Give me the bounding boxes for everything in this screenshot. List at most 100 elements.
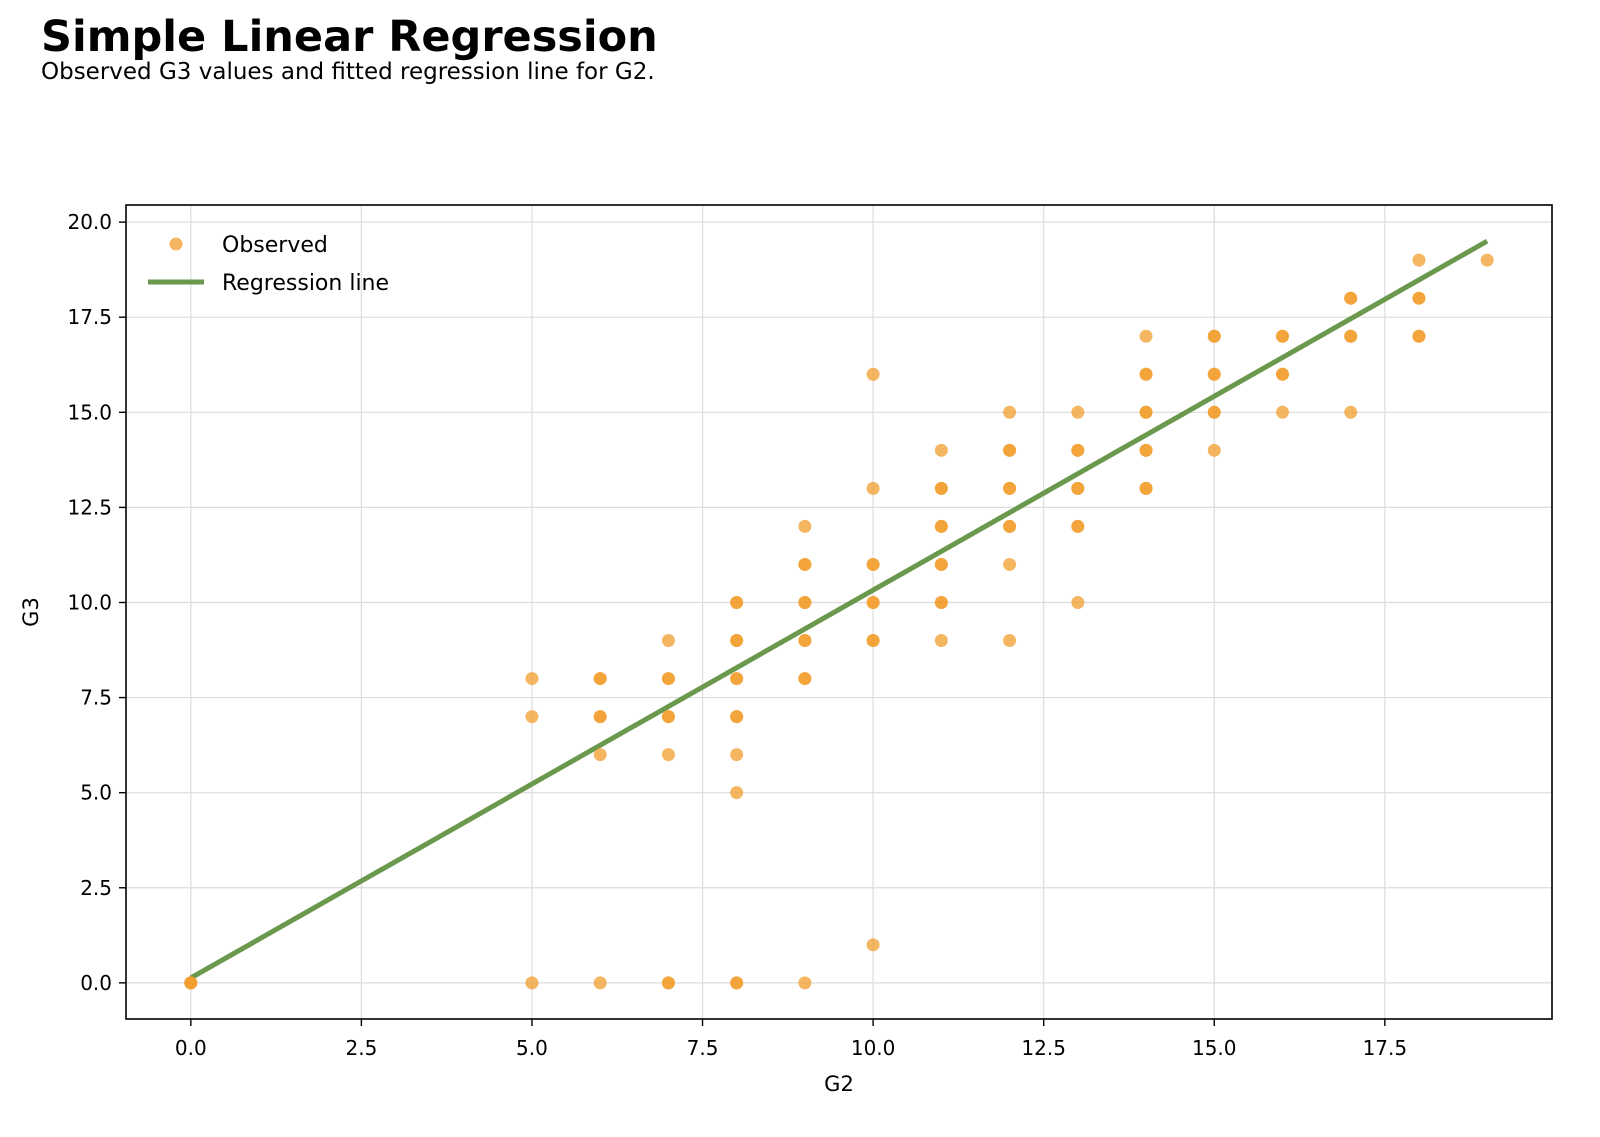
data-point	[798, 519, 812, 533]
data-point	[1412, 329, 1426, 343]
y-tick-label: 7.5	[80, 686, 112, 710]
data-point	[1003, 519, 1017, 533]
data-point	[525, 710, 539, 724]
data-point	[934, 595, 948, 609]
data-point	[866, 595, 880, 609]
data-point	[1003, 405, 1017, 419]
data-point	[184, 976, 198, 990]
data-point	[866, 938, 880, 952]
data-point	[866, 557, 880, 571]
data-point	[866, 367, 880, 381]
chart-title: Simple Linear Regression	[41, 12, 658, 62]
data-point	[1139, 405, 1153, 419]
data-point	[1412, 291, 1426, 305]
data-point	[1207, 329, 1221, 343]
grid-lines	[126, 205, 1552, 1019]
data-point	[1344, 291, 1358, 305]
data-point	[1071, 481, 1085, 495]
x-tick-label: 17.5	[1363, 1036, 1408, 1060]
axis-ticks: 0.0 2.5 5.0 7.5 10.0 12.5 15.0 17.5 0.0 2.5 5.0 7.5…	[67, 210, 1407, 1060]
data-point	[661, 748, 675, 762]
regression-line	[189, 238, 1489, 981]
data-point	[661, 976, 675, 990]
y-tick-label: 2.5	[80, 876, 112, 900]
data-point	[1480, 253, 1494, 267]
data-point	[1071, 443, 1085, 457]
x-tick-label: 10.0	[851, 1036, 896, 1060]
data-point	[661, 634, 675, 648]
data-point	[934, 557, 948, 571]
data-point	[1207, 405, 1221, 419]
regression-series	[189, 238, 1489, 981]
data-point	[798, 595, 812, 609]
data-point	[661, 710, 675, 724]
x-tick-label: 15.0	[1192, 1036, 1237, 1060]
data-point	[1275, 329, 1289, 343]
data-point	[593, 672, 607, 686]
data-point	[1207, 367, 1221, 381]
legend: Observed Regression line	[148, 233, 389, 296]
x-tick-label: 2.5	[345, 1036, 377, 1060]
y-tick-label: 12.5	[67, 495, 112, 519]
x-tick-label: 5.0	[516, 1036, 548, 1060]
data-point	[1071, 405, 1085, 419]
data-point	[730, 748, 744, 762]
y-tick-label: 20.0	[67, 210, 112, 234]
data-point	[730, 710, 744, 724]
data-point	[934, 634, 948, 648]
x-axis-label: G2	[824, 1072, 854, 1096]
data-point	[525, 672, 539, 686]
data-point	[1003, 481, 1017, 495]
data-point	[593, 976, 607, 990]
data-point	[1207, 443, 1221, 457]
data-point	[798, 672, 812, 686]
data-point	[866, 481, 880, 495]
data-point	[1139, 481, 1153, 495]
observed-series	[184, 253, 1494, 990]
data-point	[525, 976, 539, 990]
y-axis-label: G3	[19, 597, 43, 627]
data-point	[934, 519, 948, 533]
data-point	[1071, 595, 1085, 609]
data-point	[1003, 634, 1017, 648]
legend-marker-observed	[169, 237, 183, 251]
data-point	[730, 595, 744, 609]
data-point	[1344, 405, 1358, 419]
data-point	[866, 634, 880, 648]
x-tick-label: 0.0	[175, 1036, 207, 1060]
y-tick-label: 10.0	[67, 590, 112, 614]
x-tick-label: 7.5	[687, 1036, 719, 1060]
legend-label-regression: Regression line	[222, 271, 389, 296]
data-point	[934, 443, 948, 457]
data-point	[730, 976, 744, 990]
data-point	[1003, 557, 1017, 571]
data-point	[1071, 519, 1085, 533]
data-point	[730, 672, 744, 686]
y-tick-label: 17.5	[67, 305, 112, 329]
data-point	[593, 710, 607, 724]
data-point	[1139, 367, 1153, 381]
chart-subtitle: Observed G3 values and fitted regression…	[41, 59, 655, 85]
data-point	[1275, 405, 1289, 419]
data-point	[1412, 253, 1426, 267]
data-point	[1275, 367, 1289, 381]
data-point	[730, 786, 744, 800]
data-point	[798, 976, 812, 990]
data-point	[1003, 443, 1017, 457]
data-point	[1344, 329, 1358, 343]
y-tick-label: 5.0	[80, 781, 112, 805]
legend-label-observed: Observed	[222, 233, 328, 258]
y-tick-label: 0.0	[80, 971, 112, 995]
data-point	[798, 634, 812, 648]
data-point	[730, 634, 744, 648]
data-point	[1139, 443, 1153, 457]
plot-frame	[125, 204, 1553, 1020]
data-point	[661, 672, 675, 686]
data-point	[798, 557, 812, 571]
data-point	[934, 481, 948, 495]
y-tick-label: 15.0	[67, 400, 112, 424]
data-point	[1139, 329, 1153, 343]
x-tick-label: 12.5	[1021, 1036, 1066, 1060]
data-point	[593, 748, 607, 762]
